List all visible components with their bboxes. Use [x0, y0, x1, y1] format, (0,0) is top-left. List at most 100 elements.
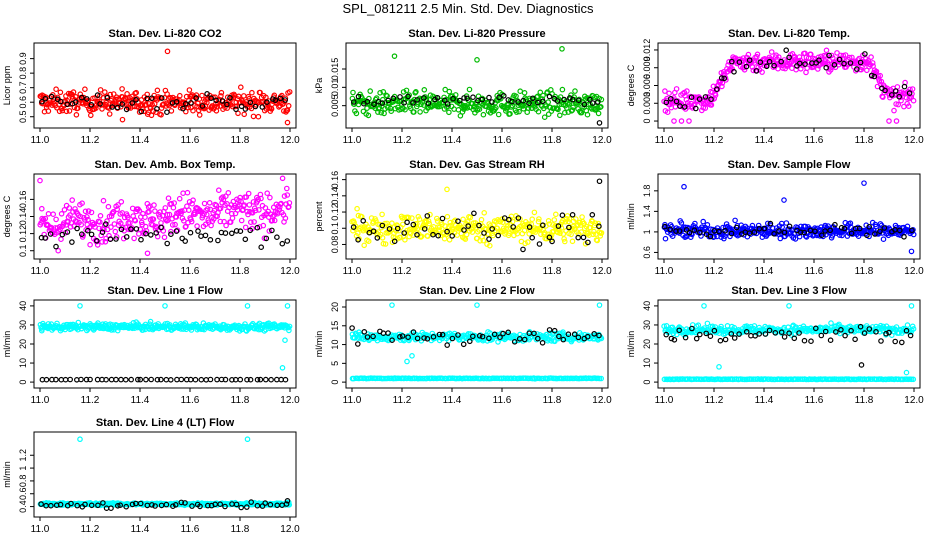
data-point	[513, 109, 520, 115]
data-point	[105, 203, 112, 210]
data-point	[486, 242, 493, 249]
data-point	[880, 236, 887, 243]
data-point	[696, 96, 703, 102]
data-point	[78, 221, 85, 228]
data-point	[493, 105, 499, 111]
data-point	[168, 376, 174, 383]
y-tick-label: 1.8	[642, 185, 652, 198]
outlier-point	[284, 303, 291, 309]
x-tick-label: 11.4	[755, 135, 774, 146]
data-point	[460, 216, 466, 223]
data-point	[173, 228, 180, 234]
data-point	[241, 202, 248, 208]
data-point	[282, 215, 289, 222]
data-point	[350, 89, 356, 96]
data-point	[399, 221, 406, 228]
data-point	[783, 47, 790, 54]
data-point	[247, 99, 254, 106]
data-point	[691, 227, 698, 234]
data-point	[97, 87, 104, 93]
data-point	[478, 216, 485, 223]
data-point	[697, 229, 703, 236]
series-band	[349, 328, 605, 345]
data-point	[172, 221, 178, 228]
data-point	[755, 222, 762, 229]
data-point	[182, 238, 189, 244]
data-point	[204, 206, 211, 212]
data-point	[561, 96, 567, 103]
data-point	[578, 109, 585, 116]
data-point	[570, 104, 576, 111]
data-point	[710, 83, 717, 90]
outlier-point	[162, 303, 168, 309]
data-point	[256, 207, 262, 213]
data-point	[862, 51, 868, 57]
data-point	[761, 225, 768, 232]
data-point	[386, 226, 393, 232]
data-point	[746, 230, 753, 237]
data-point	[167, 322, 173, 328]
data-point	[183, 101, 189, 107]
data-point	[85, 208, 92, 214]
data-point	[541, 114, 548, 121]
outlier-point	[886, 118, 892, 124]
data-point	[722, 336, 729, 343]
data-point	[189, 200, 195, 207]
outlier-point	[861, 180, 867, 186]
x-tick-label: 11.2	[81, 266, 100, 277]
data-point	[192, 376, 199, 383]
data-point	[360, 218, 367, 224]
data-point	[545, 218, 552, 224]
x-tick-label: 11.0	[343, 395, 362, 406]
data-point	[513, 93, 519, 100]
data-point	[258, 195, 264, 202]
data-point	[910, 97, 917, 104]
data-point	[402, 106, 408, 113]
data-point	[559, 86, 566, 93]
data-point	[444, 228, 450, 235]
data-point	[64, 101, 71, 108]
x-tick-label: 12.0	[904, 395, 924, 406]
data-point	[143, 376, 149, 383]
data-point	[133, 89, 140, 96]
data-point	[133, 226, 140, 232]
data-point	[85, 227, 91, 234]
outlier-point	[444, 186, 450, 193]
data-point	[707, 233, 714, 240]
data-point	[118, 220, 124, 227]
data-point	[371, 101, 377, 108]
data-point	[238, 103, 245, 110]
data-point	[196, 112, 203, 118]
data-point	[486, 94, 492, 101]
data-point	[178, 376, 185, 383]
data-point	[539, 222, 546, 229]
data-point	[826, 52, 832, 59]
outlier-point	[596, 120, 603, 126]
data-point	[247, 376, 254, 383]
data-point	[531, 209, 538, 216]
data-point	[552, 211, 559, 218]
data-point	[575, 234, 582, 241]
outlier-point	[389, 302, 395, 308]
data-point	[754, 51, 761, 58]
data-point	[164, 91, 170, 97]
data-point	[252, 103, 259, 110]
data-point	[702, 105, 709, 111]
data-point	[410, 100, 416, 106]
data-point	[63, 108, 70, 115]
data-point	[48, 93, 55, 100]
data-point	[194, 223, 200, 229]
data-point	[237, 376, 244, 383]
data-point	[868, 72, 875, 79]
data-point	[259, 104, 266, 110]
data-point	[545, 111, 552, 118]
data-point	[204, 91, 210, 97]
outlier-point	[144, 250, 151, 257]
data-point	[180, 190, 186, 197]
data-point	[589, 212, 596, 218]
data-point	[736, 59, 743, 65]
data-point	[349, 325, 355, 331]
data-point	[101, 222, 108, 229]
data-point	[515, 99, 521, 105]
data-point	[273, 376, 280, 383]
